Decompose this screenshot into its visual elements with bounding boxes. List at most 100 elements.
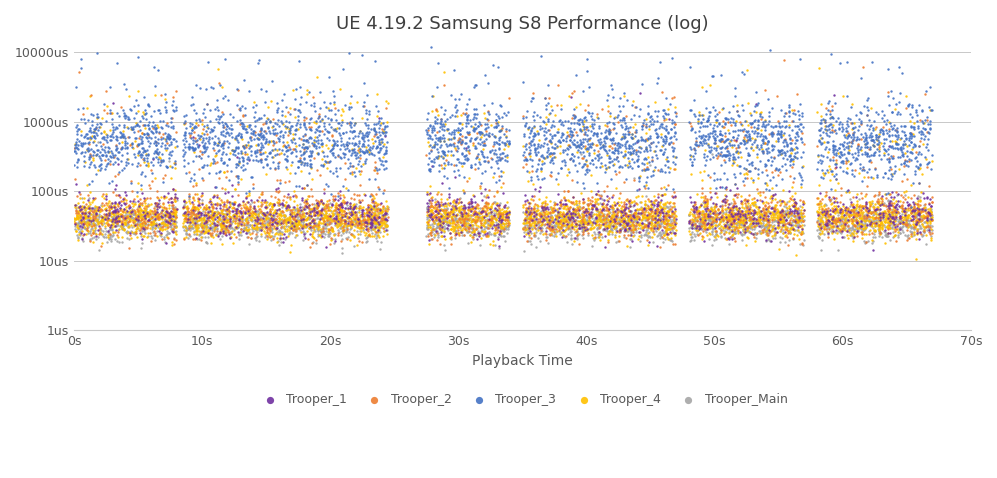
Trooper_4 [849,224,865,232]
Trooper_4 [643,203,659,211]
Trooper_4 [533,221,549,229]
Trooper_3 [424,157,440,165]
Trooper_4 [557,205,573,213]
Trooper_4 [779,210,795,218]
Trooper_Main [359,233,375,241]
Trooper_4 [877,218,893,226]
Trooper_Main [737,223,753,230]
Trooper_2 [330,231,346,239]
Trooper_3 [487,123,502,131]
Trooper_2 [622,212,638,219]
Trooper_Main [558,222,574,230]
Trooper_3 [477,157,493,165]
Trooper_3 [792,111,808,119]
Trooper_4 [115,133,131,141]
Trooper_4 [627,209,643,217]
Trooper_Main [551,210,567,217]
Trooper_1 [458,210,474,217]
Trooper_4 [764,196,780,204]
Trooper_Main [80,214,96,221]
Trooper_3 [902,148,918,156]
Trooper_Main [720,221,736,229]
Trooper_3 [70,105,86,113]
Trooper_4 [273,219,289,227]
Trooper_4 [103,199,119,206]
Trooper_3 [443,147,459,155]
Trooper_3 [595,137,611,145]
Trooper_4 [881,217,897,225]
Trooper_2 [617,204,633,212]
Trooper_3 [318,158,334,166]
Trooper_4 [869,203,885,211]
Trooper_4 [525,219,541,227]
Trooper_4 [161,204,176,212]
Trooper_4 [194,205,210,212]
Trooper_Main [607,213,623,221]
Trooper_3 [867,108,883,116]
Trooper_Main [286,225,302,233]
Trooper_2 [423,197,439,205]
Trooper_4 [813,112,829,120]
Trooper_4 [855,174,871,181]
Trooper_Main [756,224,772,231]
Trooper_1 [365,197,381,205]
Trooper_Main [474,208,490,216]
Trooper_1 [112,217,128,225]
Trooper_1 [840,217,856,224]
Trooper_Main [292,200,308,207]
Trooper_3 [648,152,664,159]
Trooper_3 [94,129,110,137]
Trooper_3 [782,152,798,160]
Trooper_3 [716,152,732,159]
Trooper_4 [111,213,127,221]
Trooper_2 [884,152,900,160]
Trooper_2 [770,92,786,100]
Trooper_Main [446,201,462,209]
Trooper_3 [160,122,175,130]
Trooper_3 [490,139,505,147]
Trooper_Main [568,207,584,215]
Trooper_3 [688,141,704,149]
Trooper_4 [525,229,541,237]
Trooper_1 [186,214,202,221]
Trooper_4 [71,203,87,211]
Trooper_4 [432,217,448,225]
Trooper_3 [574,120,590,128]
Trooper_4 [898,205,914,213]
Trooper_1 [342,205,358,212]
Trooper_2 [330,189,346,197]
Trooper_Main [812,229,828,237]
Trooper_Main [232,207,248,215]
Trooper_4 [472,213,488,221]
Trooper_4 [373,138,389,146]
Trooper_Main [626,174,642,182]
Trooper_4 [306,206,322,214]
Trooper_2 [861,221,877,228]
Trooper_Main [255,220,271,228]
Trooper_1 [920,209,936,217]
Trooper_2 [239,219,255,227]
Trooper_4 [812,216,828,223]
Trooper_1 [822,211,837,218]
Trooper_1 [154,229,169,237]
Trooper_2 [273,223,289,230]
Trooper_3 [199,143,215,151]
Trooper_3 [600,92,616,99]
Trooper_2 [426,214,442,221]
Trooper_3 [357,119,373,126]
Trooper_Main [891,215,907,223]
Trooper_1 [786,195,802,203]
Trooper_Main [706,214,722,221]
Trooper_4 [299,215,315,222]
Trooper_Main [76,202,92,209]
Trooper_2 [531,155,547,163]
Trooper_Main [465,217,481,225]
Trooper_4 [286,208,302,216]
Trooper_4 [904,208,920,216]
Trooper_Main [856,223,872,231]
Trooper_3 [109,109,125,117]
Trooper_1 [443,206,459,213]
Trooper_Main [591,230,607,238]
Trooper_3 [120,115,136,123]
Trooper_3 [686,110,702,118]
